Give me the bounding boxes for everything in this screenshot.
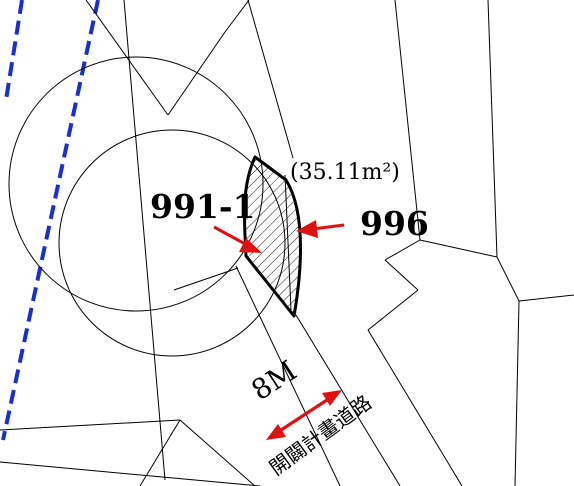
boundary-line xyxy=(384,259,419,291)
road-edge-left xyxy=(235,265,341,486)
parcel-label-991-1: 991-1 xyxy=(150,187,256,226)
boundary-line xyxy=(173,267,239,291)
pointer-arrows xyxy=(213,220,345,440)
dashed-boundary-short xyxy=(4,0,24,101)
boundary-line xyxy=(85,0,169,116)
boundary-line xyxy=(384,239,421,261)
hatched-parcel-fill xyxy=(244,157,301,316)
boundary-line xyxy=(514,300,520,486)
dashed-boundary-long xyxy=(1,0,100,441)
boundary-line xyxy=(0,461,261,486)
boundary-line xyxy=(518,294,574,302)
road-edge-right xyxy=(295,314,401,486)
boundary-line xyxy=(367,329,463,486)
hatched-parcel xyxy=(242,155,302,318)
road-width-arrow xyxy=(266,390,342,440)
boundary-line xyxy=(123,0,166,481)
arrow-left-parcel xyxy=(213,225,262,253)
boundary-line xyxy=(367,289,419,331)
boundary-line xyxy=(224,0,250,33)
parcel-label-996: 996 xyxy=(360,204,429,243)
boundary-line xyxy=(487,0,498,258)
boundary-line xyxy=(167,31,226,116)
area-label: (35.11m²) xyxy=(290,160,400,185)
arrow-right-parcel xyxy=(296,220,345,238)
boundary-line xyxy=(247,0,294,159)
boundary-line xyxy=(394,0,421,241)
dashed-boundary-lines xyxy=(1,0,100,441)
hatched-parcel-outline xyxy=(242,155,302,318)
boundary-line xyxy=(419,239,498,258)
hatched-parcel-divider xyxy=(284,174,292,311)
boundary-line xyxy=(139,419,181,486)
boundary-line xyxy=(0,419,181,431)
boundary-line xyxy=(496,256,520,302)
boundary-line xyxy=(179,419,256,486)
